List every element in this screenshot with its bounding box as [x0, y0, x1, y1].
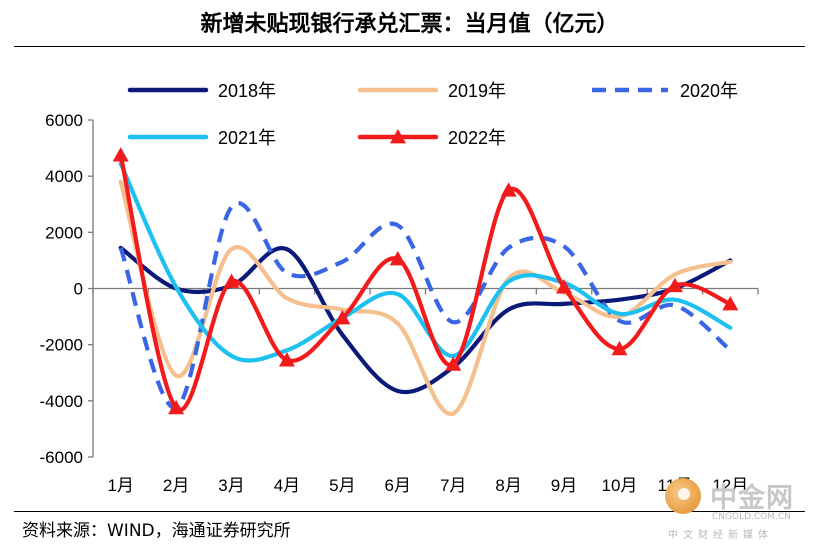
series-line-2 — [118, 201, 732, 410]
series-marker-4 — [445, 356, 462, 371]
legend-marker-4 — [390, 129, 406, 144]
source-note: 资料来源：WIND，海通证券研究所 — [22, 521, 291, 541]
footer-rule — [14, 511, 805, 512]
page-title: 新增未贴现银行承兑汇票：当月值（亿元） — [200, 11, 619, 37]
chart-axes: -6000 -4000 -2000 0 2000 4000 6000 1月 2月 3月 4月 5月 6月… — [40, 111, 759, 495]
x-tick-label: 4月 — [274, 476, 300, 495]
series-line-4 — [118, 153, 733, 413]
y-tick-label: 0 — [74, 280, 83, 299]
y-tick-label: -2000 — [40, 336, 83, 355]
series-marker-4 — [112, 147, 129, 162]
series-marker-4 — [334, 309, 351, 325]
series-marker-4 — [278, 352, 295, 367]
series-marker-4 — [611, 340, 628, 356]
x-tick-label: 7月 — [440, 476, 466, 495]
x-tick-label: 8月 — [495, 476, 521, 495]
x-tick-label: 9月 — [551, 476, 577, 495]
legend-label-1: 2019年 — [448, 81, 506, 101]
watermark-domain: CNGOLD.COM.CN — [712, 512, 791, 522]
series-marker-4 — [500, 182, 517, 197]
y-tick-label: -4000 — [40, 392, 83, 411]
x-tick-label: 1月 — [107, 476, 133, 495]
y-tick-label: 6000 — [45, 111, 83, 130]
y-tick-label: -6000 — [40, 448, 83, 467]
x-tick-label: 2月 — [163, 476, 189, 495]
x-tick-label: 5月 — [329, 476, 355, 495]
series-marker-4 — [168, 399, 185, 415]
series-marker-4 — [556, 279, 573, 294]
watermark-logo-icon — [665, 478, 701, 514]
series-marker-4 — [389, 251, 406, 266]
y-tick-label: 4000 — [45, 167, 83, 186]
x-tick-label: 10月 — [601, 476, 637, 495]
series-marker-4 — [722, 295, 739, 311]
legend-label-3: 2021年 — [218, 128, 276, 148]
watermark-name: 中金网 — [710, 483, 794, 514]
y-tick-label: 2000 — [45, 223, 83, 242]
series-marker-4 — [666, 277, 683, 293]
watermark-tagline: 中文财经新媒体 — [668, 530, 773, 541]
chart-series — [112, 147, 739, 416]
series-line-3 — [118, 161, 733, 363]
x-tick-label: 6月 — [385, 476, 411, 495]
watermark: 中金网 CNGOLD.COM.CN 中文财经新媒体 — [660, 476, 810, 546]
legend-label-2: 2020年 — [680, 81, 738, 101]
chart-legend: 2018年 2019年 2020年 2021年 2022年 — [127, 81, 738, 148]
x-tick-label: 12月 — [712, 476, 748, 495]
legend-label-4: 2022年 — [448, 128, 506, 148]
legend-label-0: 2018年 — [218, 81, 276, 101]
x-tick-label: 3月 — [218, 476, 244, 495]
title-rule — [14, 46, 805, 47]
series-marker-4 — [223, 273, 240, 288]
